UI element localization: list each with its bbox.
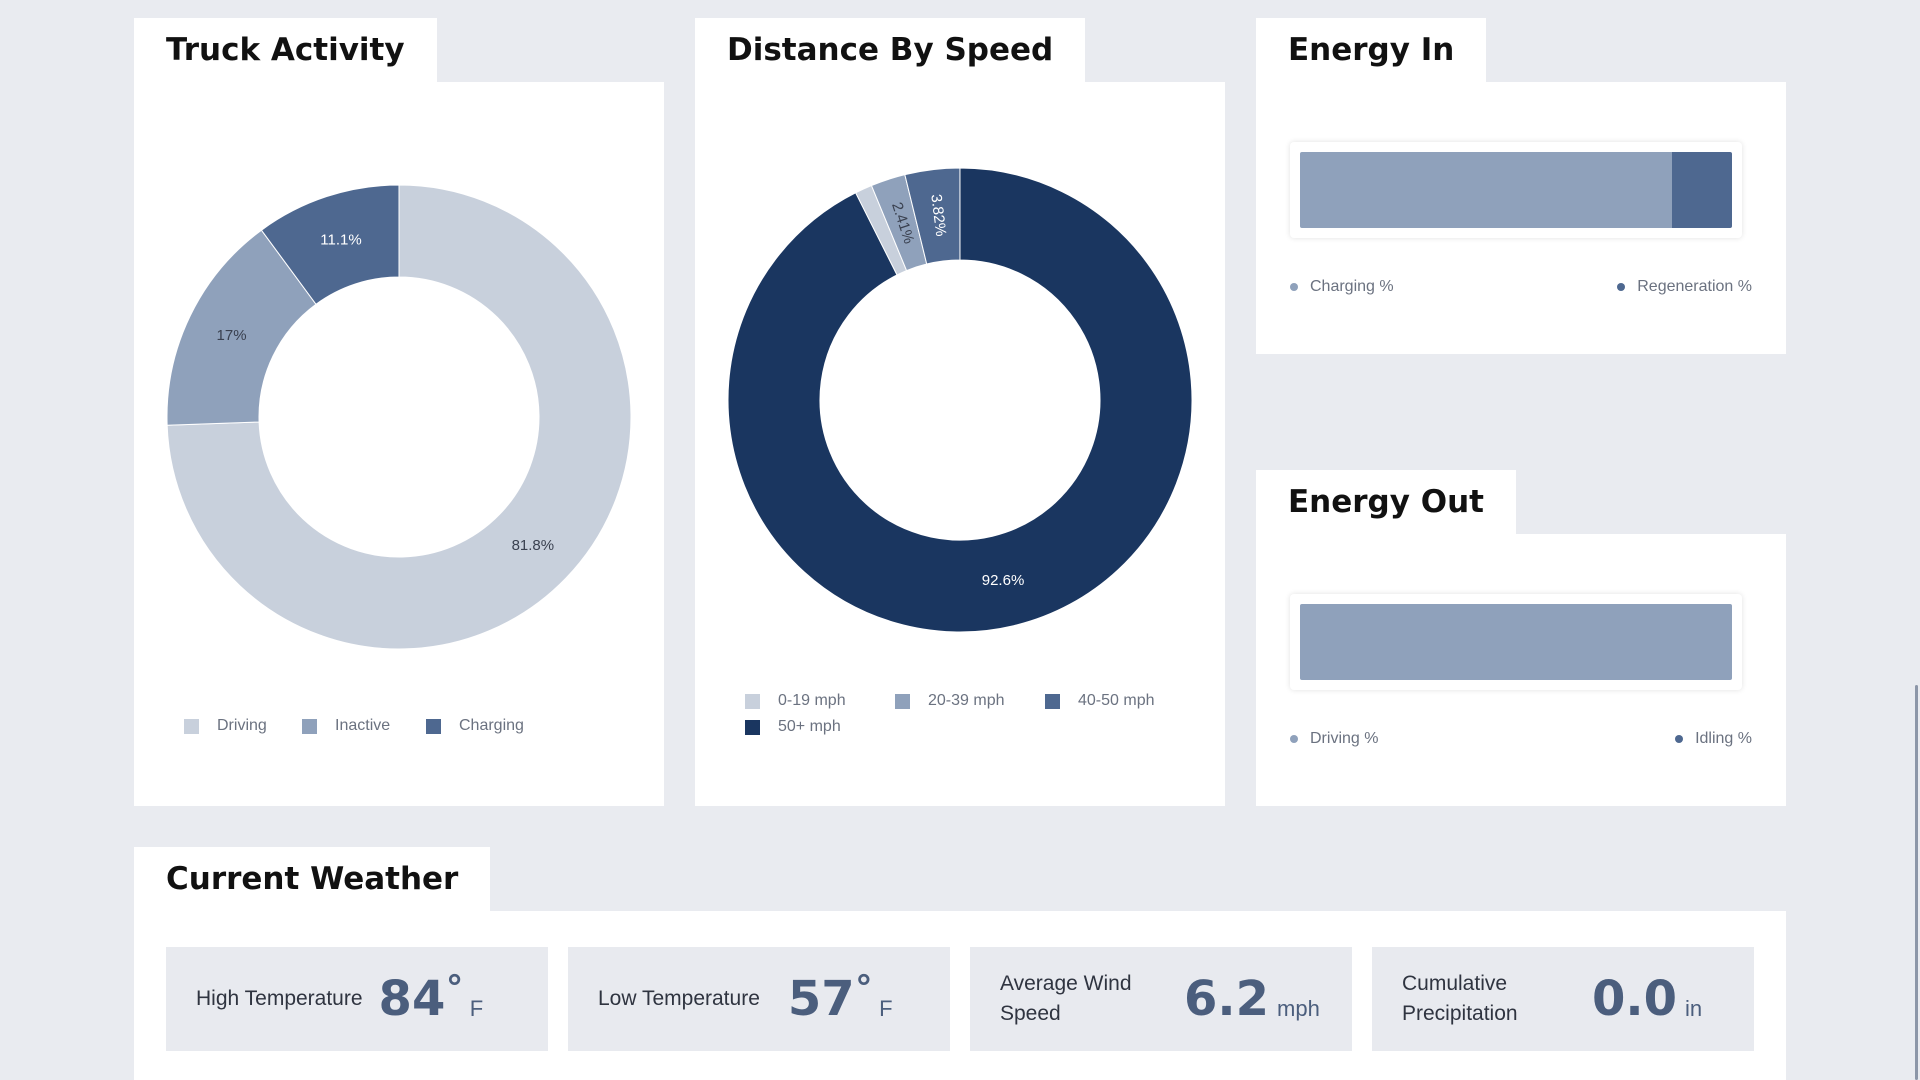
- energy-in-legend: Charging % Regeneration %: [1290, 278, 1752, 302]
- current-weather-title: Current Weather: [134, 847, 491, 911]
- current-weather-card: Current Weather High Temperature 84 ° F …: [134, 847, 1786, 1080]
- legend-item-20-39-mph[interactable]: 20-39 mph: [895, 692, 1005, 710]
- legend-swatch-inactive: [302, 718, 317, 734]
- truck-activity-legend: Driving Inactive Charging: [184, 717, 644, 741]
- weather-average-wind-speed-unit: mph: [1277, 996, 1320, 1021]
- energy-out-legend: Driving % Idling %: [1290, 730, 1752, 754]
- weather-high-temperature-value: 84: [378, 971, 446, 1027]
- energy-out-stacked-bar: [1300, 604, 1732, 680]
- weather-low-temperature-degree: °: [856, 966, 872, 1007]
- energy-in-card: Energy In Charging % Regeneration %: [1256, 18, 1786, 354]
- legend-label-inactive: Inactive: [335, 717, 391, 734]
- weather-low-temperature-value: 57: [787, 971, 855, 1027]
- legend-dot-charging-pct: [1290, 283, 1298, 291]
- donut-data-label-40-50-mph: 3.82%: [927, 193, 949, 237]
- legend-label-charging-pct: Charging %: [1310, 278, 1394, 295]
- legend-dot-idling-pct: [1675, 735, 1684, 743]
- legend-swatch-50-plus-mph: [745, 719, 760, 735]
- distance-by-speed-panel: 2.41% 3.82% 92.6% 0-19 mph 20-39 mph 40-50…: [695, 82, 1225, 806]
- energy-in-title: Energy In: [1256, 18, 1487, 82]
- legend-label-0-19-mph: 0-19 mph: [778, 692, 846, 709]
- donut-data-label-charging: 11.1%: [320, 231, 361, 248]
- distance-by-speed-card: Distance By Speed 2.41% 3.82% 92.6% 0-19 m…: [695, 18, 1225, 806]
- legend-label-40-50-mph: 40-50 mph: [1078, 692, 1155, 709]
- energy-in-panel: Charging % Regeneration %: [1256, 82, 1786, 354]
- truck-activity-donut-chart: 81.8% 17% 11.1%: [166, 184, 632, 650]
- legend-label-idling-pct: Idling %: [1695, 730, 1752, 747]
- energy-in-bar-frame: [1290, 142, 1742, 238]
- legend-label-charging: Charging: [459, 717, 524, 734]
- legend-item-charging[interactable]: Charging: [426, 717, 524, 735]
- energy-out-bar-frame: [1290, 594, 1742, 690]
- legend-item-idling-pct[interactable]: Idling %: [1675, 730, 1752, 748]
- current-weather-panel: High Temperature 84 ° F Low Temperature …: [134, 911, 1786, 1080]
- weather-high-temperature-label: High Temperature: [196, 987, 363, 1010]
- weather-cumulative-precipitation-label: Cumulative Precipitation: [1402, 972, 1518, 1025]
- weather-average-wind-speed-label: Average Wind Speed: [1000, 972, 1132, 1025]
- legend-item-40-50-mph[interactable]: 40-50 mph: [1045, 692, 1155, 710]
- weather-low-temperature-unit: F: [879, 996, 893, 1021]
- legend-swatch-charging: [426, 718, 441, 734]
- legend-swatch-40-50-mph: [1045, 693, 1060, 709]
- page-scrollbar[interactable]: [1912, 0, 1920, 1080]
- energy-out-card: Energy Out Driving % Idling %: [1256, 470, 1786, 806]
- legend-item-50-plus-mph[interactable]: 50+ mph: [745, 718, 841, 736]
- truck-activity-panel: 81.8% 17% 11.1% Driving Inactive Charging: [134, 82, 664, 806]
- weather-average-wind-speed-value: 6.2: [1184, 971, 1270, 1027]
- weather-low-temperature: Low Temperature 57 ° F: [568, 947, 950, 1051]
- bar-segment-regeneration[interactable]: [1671, 152, 1732, 228]
- legend-dot-driving-pct: [1290, 735, 1298, 743]
- donut-data-label-inactive: 17%: [217, 327, 247, 344]
- legend-label-20-39-mph: 20-39 mph: [928, 692, 1005, 709]
- legend-label-driving: Driving: [217, 717, 267, 734]
- weather-cumulative-precipitation-unit: in: [1685, 996, 1703, 1021]
- legend-item-charging-pct[interactable]: Charging %: [1290, 278, 1394, 296]
- donut-data-label-50-plus-mph: 92.6%: [982, 572, 1025, 589]
- legend-item-regeneration-pct[interactable]: Regeneration %: [1617, 278, 1752, 296]
- legend-item-driving-pct[interactable]: Driving %: [1290, 730, 1378, 748]
- distance-by-speed-title: Distance By Speed: [695, 18, 1086, 82]
- weather-average-wind-speed: Average Wind Speed 6.2 mph: [970, 947, 1352, 1051]
- page-scrollbar-thumb[interactable]: [1915, 685, 1918, 1080]
- truck-activity-title: Truck Activity: [134, 18, 437, 82]
- legend-item-inactive[interactable]: Inactive: [302, 717, 390, 735]
- donut-data-label-driving: 81.8%: [512, 537, 555, 554]
- legend-swatch-driving: [184, 718, 199, 734]
- weather-high-temperature-unit: F: [469, 996, 484, 1021]
- legend-swatch-20-39-mph: [895, 693, 910, 709]
- weather-cumulative-precipitation: Cumulative Precipitation 0.0 in: [1372, 947, 1754, 1051]
- weather-high-temperature-degree: °: [447, 966, 462, 1007]
- energy-out-title: Energy Out: [1256, 470, 1516, 534]
- legend-dot-regeneration-pct: [1617, 283, 1626, 291]
- energy-in-stacked-bar: [1300, 152, 1732, 228]
- distance-by-speed-legend: 0-19 mph 20-39 mph 40-50 mph 50+ mph: [745, 692, 1205, 742]
- donut-slice-charging[interactable]: [260, 184, 400, 305]
- bar-segment-charging[interactable]: [1300, 152, 1672, 228]
- distance-by-speed-donut-chart: 2.41% 3.82%92.6%: [727, 167, 1193, 633]
- weather-cumulative-precipitation-value: 0.0: [1592, 971, 1678, 1027]
- energy-out-panel: Driving % Idling %: [1256, 534, 1786, 806]
- bar-segment-driving[interactable]: [1300, 604, 1732, 680]
- weather-high-temperature: High Temperature 84 ° F: [166, 947, 548, 1051]
- legend-label-driving-pct: Driving %: [1310, 730, 1379, 747]
- weather-low-temperature-label: Low Temperature: [598, 987, 760, 1010]
- donut-slice-driving[interactable]: [166, 184, 632, 650]
- legend-item-0-19-mph[interactable]: 0-19 mph: [745, 692, 846, 710]
- legend-label-50-plus-mph: 50+ mph: [778, 718, 841, 735]
- truck-activity-card: Truck Activity 81.8% 17% 11.1% Driving Ina…: [134, 18, 664, 806]
- donut-slice-50-plus-mph[interactable]: [727, 167, 1193, 633]
- legend-swatch-0-19-mph: [745, 693, 760, 709]
- legend-label-regeneration-pct: Regeneration %: [1637, 278, 1752, 295]
- legend-item-driving[interactable]: Driving: [184, 717, 267, 735]
